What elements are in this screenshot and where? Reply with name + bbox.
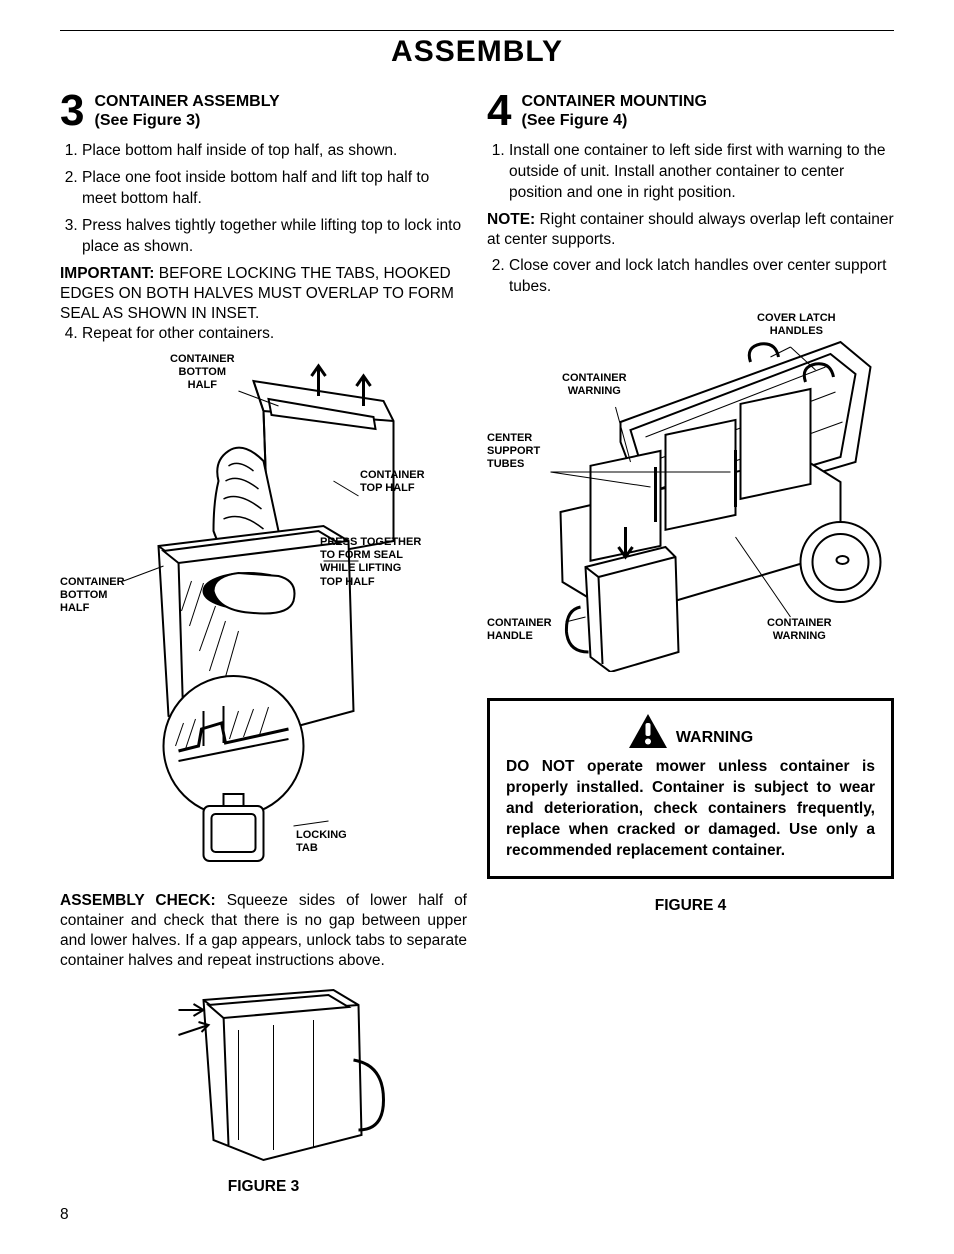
fig4-callout-tubes: CENTER SUPPORT TUBES: [487, 432, 540, 472]
assembly-check: ASSEMBLY CHECK: Squeeze sides of lower h…: [60, 891, 467, 972]
section4-note: NOTE: Right container should always over…: [487, 210, 894, 250]
section3-number: 3: [60, 89, 84, 133]
figure3-lower-diagram: [60, 980, 467, 1170]
fig3-callout-bottom-half-top: CONTAINER BOTTOM HALF: [170, 353, 235, 393]
section3-title: CONTAINER ASSEMBLY: [94, 92, 279, 112]
section3-step1: Place bottom half inside of top half, as…: [82, 141, 467, 162]
section4-step1: Install one container to left side first…: [509, 141, 894, 204]
fig3-callout-press: PRESS TOGETHER TO FORM SEAL WHILE LIFTIN…: [320, 536, 421, 589]
section3-step4: Repeat for other containers.: [82, 324, 467, 345]
section4-title: CONTAINER MOUNTING: [521, 92, 706, 112]
warning-icon: [628, 713, 668, 749]
section3-steps-1-3: Place bottom half inside of top half, as…: [60, 141, 467, 258]
warning-text: DO NOT operate mower unless container is…: [506, 757, 875, 862]
section3-sub: (See Figure 3): [94, 112, 279, 130]
section3-step2: Place one foot inside bottom half and li…: [82, 168, 467, 210]
section4-step2: Close cover and lock latch handles over …: [509, 256, 894, 298]
section4-number: 4: [487, 89, 511, 133]
two-column-layout: 3 CONTAINER ASSEMBLY (See Figure 3) Plac…: [60, 89, 894, 1196]
top-rule: [60, 30, 894, 31]
section4-heading: CONTAINER MOUNTING (See Figure 4): [521, 92, 706, 130]
page-title: ASSEMBLY: [60, 35, 894, 69]
fig4-callout-warning-top: CONTAINER WARNING: [562, 372, 627, 398]
section3-important: IMPORTANT: BEFORE LOCKING THE TABS, HOOK…: [60, 264, 467, 324]
fig3-callout-locking-tab: LOCKING TAB: [296, 829, 347, 855]
left-column: 3 CONTAINER ASSEMBLY (See Figure 3) Plac…: [60, 89, 467, 1196]
section4-step2-list: Close cover and lock latch handles over …: [487, 256, 894, 298]
warning-box: WARNING DO NOT operate mower unless cont…: [487, 698, 894, 879]
figure3-main-svg: [60, 351, 467, 881]
section3-header: 3 CONTAINER ASSEMBLY (See Figure 3): [60, 89, 467, 133]
warning-word: WARNING: [676, 729, 753, 749]
figure3-lower-svg: [60, 980, 467, 1170]
note-label: NOTE:: [487, 211, 535, 228]
figure4-caption: FIGURE 4: [487, 897, 894, 915]
note-text: Right container should always overlap le…: [487, 211, 894, 248]
section4-step1-list: Install one container to left side first…: [487, 141, 894, 204]
section3-heading: CONTAINER ASSEMBLY (See Figure 3): [94, 92, 279, 130]
section3-step3: Press halves tightly together while lift…: [82, 216, 467, 258]
fig4-callout-warning-right: CONTAINER WARNING: [767, 617, 832, 643]
fig4-callout-latch: COVER LATCH HANDLES: [757, 312, 836, 338]
section3-step-4-list: Repeat for other containers.: [60, 324, 467, 345]
figure4-diagram: COVER LATCH HANDLES CONTAINER WARNING CE…: [487, 312, 894, 672]
fig3-callout-bottom-half-left: CONTAINER BOTTOM HALF: [60, 576, 125, 616]
figure3-caption: FIGURE 3: [60, 1178, 467, 1196]
section4-sub: (See Figure 4): [521, 112, 706, 130]
check-label: ASSEMBLY CHECK:: [60, 892, 216, 909]
important-label: IMPORTANT:: [60, 265, 154, 282]
section4-header: 4 CONTAINER MOUNTING (See Figure 4): [487, 89, 894, 133]
fig3-callout-top-half: CONTAINER TOP HALF: [360, 469, 425, 495]
right-column: 4 CONTAINER MOUNTING (See Figure 4) Inst…: [487, 89, 894, 1196]
warning-header: WARNING: [506, 713, 875, 749]
page-number: 8: [60, 1206, 894, 1224]
figure3-main-diagram: CONTAINER BOTTOM HALF CONTAINER TOP HALF…: [60, 351, 467, 881]
fig4-callout-handle: CONTAINER HANDLE: [487, 617, 552, 643]
